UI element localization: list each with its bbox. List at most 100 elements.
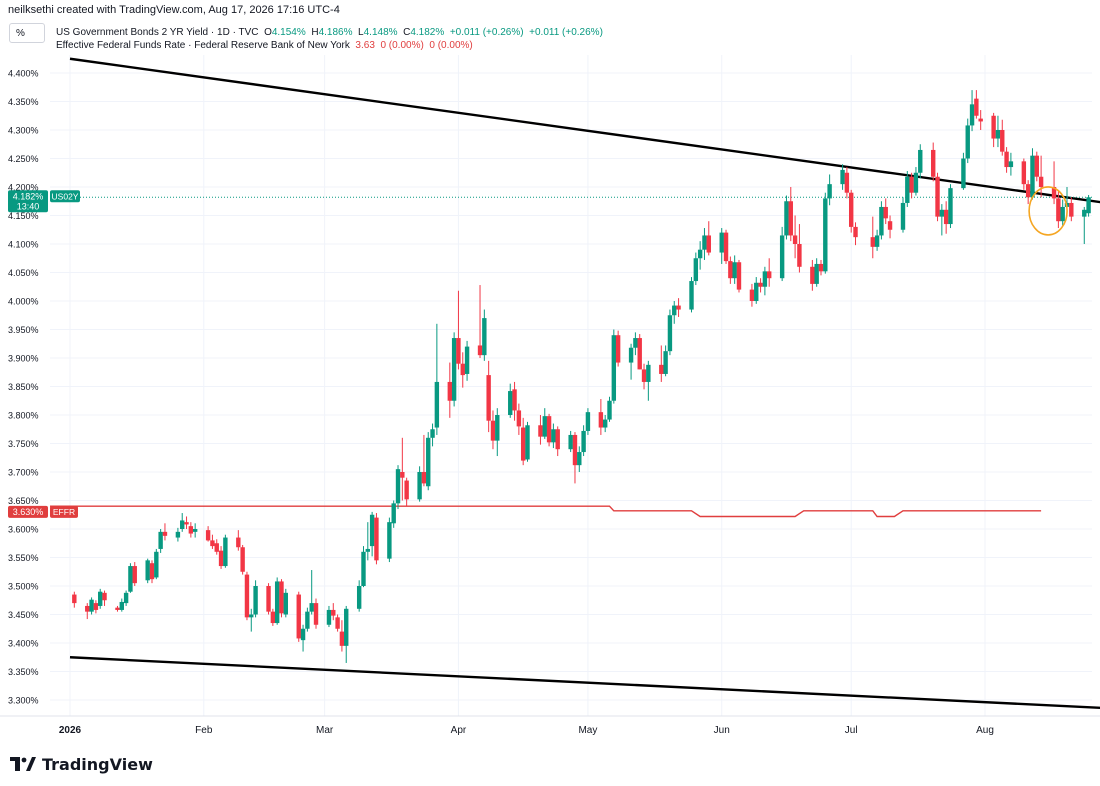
candle bbox=[784, 195, 789, 240]
y-tick-label: 3.450% bbox=[8, 610, 39, 620]
candle-body bbox=[840, 169, 845, 185]
candle bbox=[641, 363, 647, 390]
candle bbox=[387, 517, 392, 563]
y-tick-label: 3.800% bbox=[8, 411, 39, 421]
candle bbox=[723, 229, 729, 264]
candle bbox=[1008, 152, 1014, 176]
y-tick-label: 4.050% bbox=[8, 268, 39, 278]
legend-change-2: +0.011 (+0.26%) bbox=[529, 27, 603, 38]
legend-series-us02y[interactable]: US Government Bonds 2 YR Yield · 1D · TV… bbox=[56, 27, 603, 38]
candle-body bbox=[706, 235, 711, 253]
x-tick-label: Apr bbox=[451, 725, 467, 736]
candle bbox=[736, 259, 742, 293]
candle bbox=[965, 118, 970, 164]
candle-body bbox=[732, 262, 737, 279]
candle bbox=[663, 345, 668, 377]
candle-body bbox=[1060, 206, 1065, 222]
legend-close: 4.182% bbox=[410, 27, 445, 38]
candle-body bbox=[305, 611, 310, 629]
candle-body bbox=[874, 235, 880, 247]
candle-body bbox=[913, 172, 919, 193]
trendlines[interactable] bbox=[69, 57, 1100, 710]
candle-body bbox=[1034, 155, 1039, 177]
candle bbox=[365, 522, 371, 561]
candle-body bbox=[1069, 202, 1074, 217]
x-tick-label: Feb bbox=[195, 725, 213, 736]
candle-body bbox=[404, 480, 409, 500]
candle bbox=[581, 425, 586, 457]
candle-body bbox=[736, 262, 742, 290]
candle bbox=[426, 432, 431, 491]
y-tick-label: 3.350% bbox=[8, 667, 39, 677]
candle bbox=[132, 562, 137, 586]
candle bbox=[585, 408, 591, 435]
candle-body bbox=[456, 338, 461, 364]
candle bbox=[119, 598, 124, 612]
candle bbox=[495, 408, 500, 457]
candle bbox=[512, 381, 517, 421]
candle bbox=[538, 415, 543, 445]
candle bbox=[266, 583, 271, 615]
candle-body bbox=[180, 520, 185, 529]
candle-body bbox=[98, 591, 103, 606]
candle-body bbox=[779, 235, 785, 279]
candle-body bbox=[154, 551, 159, 578]
candle-body bbox=[132, 566, 137, 584]
candle bbox=[460, 352, 465, 388]
candle bbox=[447, 362, 453, 418]
candle bbox=[797, 224, 802, 273]
candle bbox=[508, 383, 513, 418]
candle-body bbox=[602, 419, 608, 428]
candle-body bbox=[175, 531, 181, 538]
legend-series-name: US Government Bonds 2 YR Yield · 1D · TV… bbox=[56, 27, 259, 38]
candle bbox=[969, 90, 975, 132]
candle bbox=[628, 343, 634, 380]
x-tick-label: Mar bbox=[316, 725, 334, 736]
candle-body bbox=[149, 563, 155, 580]
candle-body bbox=[451, 338, 457, 401]
candle bbox=[814, 258, 819, 287]
candle bbox=[205, 526, 211, 542]
candle-body bbox=[585, 412, 591, 431]
candle bbox=[974, 90, 979, 119]
candle-body bbox=[935, 176, 940, 217]
candle bbox=[849, 189, 854, 233]
y-tick-label: 4.350% bbox=[8, 97, 39, 107]
candle-body bbox=[883, 206, 888, 219]
candle bbox=[214, 539, 219, 555]
candle bbox=[909, 172, 914, 199]
legend-series-effr[interactable]: Effective Federal Funds Rate · Federal R… bbox=[56, 40, 473, 51]
candle-body bbox=[909, 176, 914, 193]
effr-line bbox=[70, 505, 1042, 518]
candle bbox=[102, 590, 107, 606]
candle-body bbox=[184, 522, 189, 525]
lower-trendline bbox=[69, 656, 1100, 710]
candle bbox=[728, 256, 733, 284]
y-tick-label: 3.900% bbox=[8, 354, 39, 364]
candle-body bbox=[253, 586, 258, 615]
candle-body bbox=[283, 592, 289, 615]
y-tick-label: 3.300% bbox=[8, 696, 39, 706]
last-price-tag bbox=[8, 190, 48, 213]
tradingview-brand[interactable]: TradingView bbox=[10, 753, 153, 775]
candle-body bbox=[641, 369, 647, 382]
candle bbox=[180, 513, 185, 532]
candle bbox=[374, 513, 379, 565]
candle bbox=[1056, 191, 1061, 229]
candle-body bbox=[249, 614, 254, 618]
candle bbox=[689, 277, 694, 313]
percent-scale-button[interactable]: % bbox=[9, 23, 45, 43]
candle bbox=[85, 603, 90, 620]
candle-body bbox=[344, 608, 349, 646]
candle-body bbox=[628, 347, 634, 363]
candle-body bbox=[728, 261, 733, 279]
candle-body bbox=[400, 472, 405, 478]
candle-body bbox=[279, 581, 284, 614]
candle bbox=[568, 430, 573, 453]
effr-name-label: EFFR bbox=[53, 507, 75, 517]
candle bbox=[766, 258, 772, 287]
candle-body bbox=[568, 434, 573, 450]
candle-body bbox=[879, 206, 884, 236]
candle-body bbox=[145, 560, 150, 581]
